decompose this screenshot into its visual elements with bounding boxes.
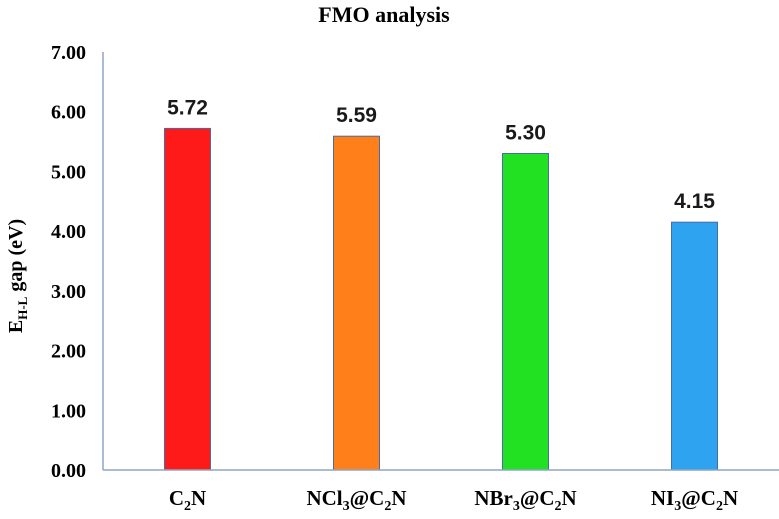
x-axis-labels: C2N NCl3@C2N NBr3@C2N NI3@C2N (169, 486, 738, 514)
x-tick-label: NI3@C2N (651, 486, 738, 514)
x-tick-label-part: N (191, 486, 206, 510)
x-tick-label-part: NCl (306, 486, 342, 510)
bar (671, 221, 718, 471)
y-axis-title-rest: gap (eV) (5, 219, 27, 297)
bar (164, 127, 211, 471)
data-labels: 5.72 5.59 5.30 4.15 (167, 96, 715, 213)
x-tick-label-subscript: 3 (343, 499, 350, 514)
x-tick-label-subscript: 3 (674, 499, 681, 514)
y-axis-title: EH-L gap (eV) (5, 219, 30, 333)
bars (164, 127, 718, 471)
x-tick-label-part: NBr (474, 486, 513, 510)
x-tick-label-subscript: 2 (184, 499, 191, 514)
x-tick-label-subscript: 3 (513, 499, 520, 514)
x-tick-label-subscript: 2 (555, 499, 562, 514)
x-tick-label-part: C (169, 486, 184, 510)
x-tick-label-subscript: 2 (384, 499, 391, 514)
y-tick-label: 2.00 (51, 341, 86, 363)
bar-value-label: 5.59 (336, 104, 377, 127)
bar-value-label: 5.72 (167, 96, 208, 119)
y-tick-label: 5.00 (51, 161, 86, 183)
x-tick-label: NBr3@C2N (474, 486, 576, 514)
y-tick-label: 4.00 (51, 221, 86, 243)
bar-value-label: 4.15 (674, 190, 715, 213)
x-tick-label-part: N (723, 486, 738, 510)
x-tick-label-part: @C (350, 486, 385, 510)
bar (333, 135, 380, 471)
x-tick-label-part: NI (651, 486, 674, 510)
y-tick-label: 3.00 (51, 281, 86, 303)
x-tick-label: NCl3@C2N (306, 486, 406, 514)
x-tick-label-part: @C (681, 486, 716, 510)
y-tick-label: 6.00 (51, 102, 86, 124)
x-tick-label-subscript: 2 (716, 499, 723, 514)
y-tick-label: 1.00 (51, 400, 86, 422)
y-axis-ticks: 0.00 1.00 2.00 3.00 4.00 5.00 6.00 7.00 (51, 42, 86, 482)
y-tick-label: 0.00 (51, 460, 86, 482)
x-tick-label-part: N (562, 486, 577, 510)
y-axis-title-main: E (5, 320, 27, 333)
bar (502, 153, 549, 471)
chart-title: FMO analysis (318, 2, 450, 27)
x-tick-label-part: N (391, 486, 406, 510)
x-tick-label-part: @C (520, 486, 555, 510)
x-tick-label: C2N (169, 486, 206, 514)
bar-value-label: 5.30 (505, 122, 546, 145)
y-tick-label: 7.00 (51, 42, 86, 64)
y-axis-title-subscript: H-L (15, 296, 30, 319)
